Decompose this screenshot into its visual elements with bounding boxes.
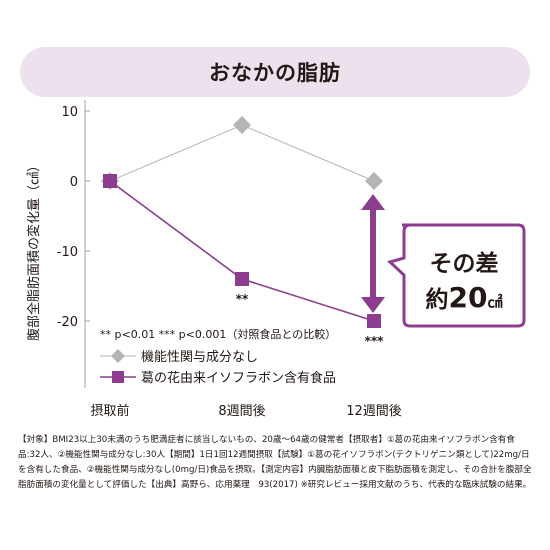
x-ticks: 摂取前 8週間後 12週間後 bbox=[90, 403, 401, 419]
callout-value: 20 bbox=[449, 281, 488, 314]
study-footnote: 【対象】BMI23以上30未満のうち肥満症者に該当しないもの、20歳～64歳の健… bbox=[18, 435, 532, 490]
series-1-point bbox=[233, 116, 251, 134]
callout-line1: その差 bbox=[430, 250, 499, 277]
legend-marker-diamond bbox=[111, 349, 125, 363]
legend-label: 葛の花由来イソフラボン含有食品 bbox=[141, 370, 336, 386]
y-axis-label: 腹部全脂肪面積の変化量（㎠） bbox=[26, 159, 42, 341]
series-2-point bbox=[367, 314, 381, 328]
significance-note: ** p<0.01 *** p<0.001（対照食品との比較） bbox=[100, 327, 336, 341]
y-tick-label: 10 bbox=[61, 105, 78, 120]
legend-label: 機能性関与成分なし bbox=[141, 350, 258, 365]
difference-arrow bbox=[361, 194, 385, 313]
significance-label: ** bbox=[236, 292, 249, 306]
callout-unit: ㎠ bbox=[487, 293, 502, 311]
x-tick-label: 摂取前 bbox=[90, 403, 129, 419]
x-tick-label: 8週間後 bbox=[218, 404, 265, 419]
difference-callout: その差 約20㎠ bbox=[387, 223, 526, 328]
y-ticks: 10 0 -10 -20 bbox=[57, 105, 90, 330]
series-1-point bbox=[365, 172, 383, 190]
chart-title-bar: おなかの脂肪 bbox=[20, 47, 530, 97]
callout-line2: 約20㎠ bbox=[426, 281, 503, 314]
callout-prefix: 約 bbox=[426, 286, 449, 313]
chart-title: おなかの脂肪 bbox=[209, 61, 341, 85]
series-2-point bbox=[103, 174, 117, 188]
y-tick-label: 0 bbox=[70, 175, 78, 190]
y-tick-label: -20 bbox=[57, 315, 78, 330]
significance-label: *** bbox=[365, 334, 385, 348]
line-chart: 腹部全脂肪面積の変化量（㎠） 10 0 -10 -20 摂取前 8週間後 12週間後 **… bbox=[26, 100, 526, 419]
legend-marker-square bbox=[112, 371, 124, 383]
x-tick-label: 12週間後 bbox=[346, 404, 402, 419]
series-group: ***** bbox=[101, 116, 384, 348]
series-2-point bbox=[235, 272, 249, 286]
y-tick-label: -10 bbox=[57, 245, 78, 260]
